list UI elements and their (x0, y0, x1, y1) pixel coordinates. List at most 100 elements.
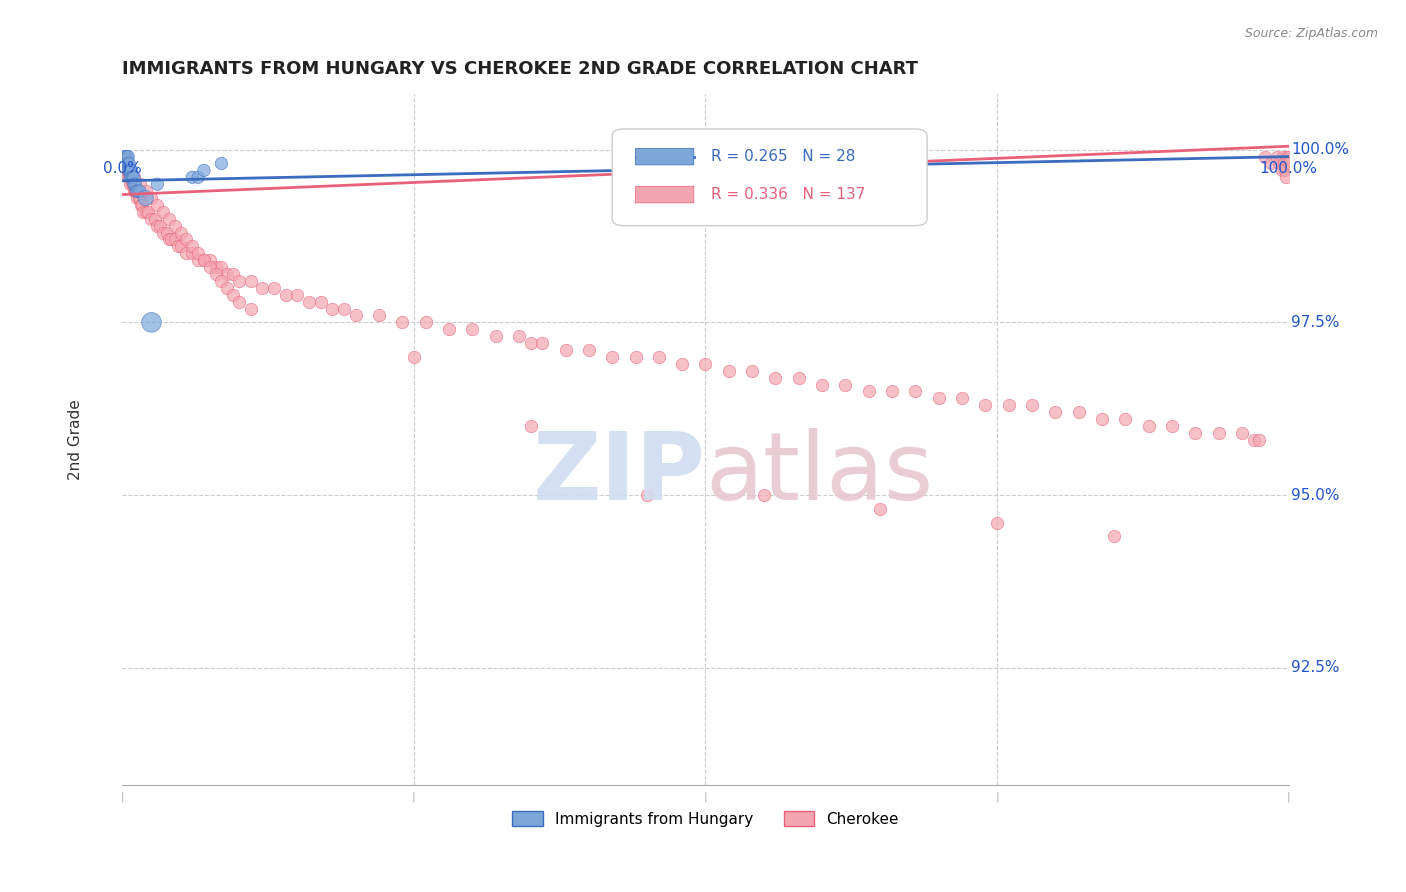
Point (122, 170, 145, 185)
Point (118, 163, 141, 178)
Point (117, 163, 139, 178)
Point (129, 198, 152, 212)
Point (141, 191, 163, 205)
Point (117, 150, 139, 164)
Point (120, 170, 142, 185)
Text: |: | (1286, 792, 1291, 803)
Point (122, 170, 145, 185)
Point (117, 156, 139, 170)
Point (834, 377, 856, 392)
Point (578, 343, 600, 357)
Point (252, 281, 274, 295)
Point (880, 384, 903, 399)
Point (217, 267, 239, 281)
Point (904, 384, 927, 399)
Point (114, 156, 136, 170)
Point (950, 392, 973, 406)
Text: |: | (703, 792, 707, 803)
Point (115, 156, 138, 170)
Point (118, 156, 141, 170)
Text: ZIP: ZIP (533, 428, 706, 520)
Point (211, 260, 233, 274)
Point (1137, 419, 1160, 434)
Text: |: | (121, 792, 124, 803)
Point (121, 163, 143, 178)
Point (120, 170, 142, 185)
Point (128, 191, 150, 205)
Point (671, 357, 693, 371)
Point (274, 287, 297, 301)
Point (367, 309, 389, 323)
Point (118, 170, 141, 185)
Point (118, 163, 141, 178)
FancyBboxPatch shape (636, 186, 693, 202)
Text: atlas: atlas (706, 428, 934, 520)
Point (415, 315, 437, 329)
Point (741, 364, 763, 378)
Text: R = 0.265   N = 28: R = 0.265 N = 28 (711, 149, 856, 164)
Point (811, 377, 834, 392)
Point (163, 219, 186, 233)
Point (181, 246, 204, 260)
Point (1278, 156, 1301, 170)
Point (1268, 156, 1291, 170)
Point (285, 287, 308, 301)
Point (1260, 156, 1282, 170)
Point (1230, 425, 1253, 440)
Point (1102, 529, 1125, 543)
Point (1045, 405, 1067, 419)
Point (198, 253, 221, 268)
Point (193, 253, 215, 268)
Point (344, 309, 367, 323)
Point (125, 184, 148, 198)
Text: |: | (995, 792, 998, 803)
Point (152, 226, 174, 240)
Point (125, 184, 148, 198)
Point (127, 191, 149, 205)
Point (1114, 412, 1136, 426)
Point (198, 260, 221, 274)
Point (132, 204, 155, 219)
Point (1254, 150, 1277, 164)
Point (114, 156, 136, 170)
Point (222, 267, 245, 281)
Point (1274, 163, 1296, 178)
Point (211, 274, 233, 288)
Point (156, 226, 179, 240)
Text: IMMIGRANTS FROM HUNGARY VS CHEROKEE 2ND GRADE CORRELATION CHART: IMMIGRANTS FROM HUNGARY VS CHEROKEE 2ND … (122, 60, 918, 78)
Point (152, 204, 174, 219)
Point (135, 204, 157, 219)
Point (176, 232, 198, 246)
Point (636, 488, 658, 502)
Point (211, 156, 233, 170)
Point (121, 170, 143, 185)
Point (1091, 412, 1114, 426)
Point (997, 398, 1019, 412)
Point (461, 322, 484, 336)
Point (121, 178, 143, 192)
Point (600, 350, 623, 364)
Point (127, 184, 149, 198)
Point (187, 170, 209, 185)
Point (1275, 170, 1298, 185)
Point (222, 287, 245, 301)
Text: Source: ZipAtlas.com: Source: ZipAtlas.com (1244, 27, 1378, 40)
Point (117, 163, 139, 178)
Point (765, 370, 787, 384)
Point (648, 350, 671, 364)
Point (554, 343, 576, 357)
Point (717, 364, 740, 378)
Point (146, 219, 169, 233)
Point (1243, 433, 1265, 447)
Point (124, 178, 146, 192)
Point (858, 384, 880, 399)
Point (136, 204, 159, 219)
Point (402, 350, 425, 364)
Point (1021, 398, 1043, 412)
Point (298, 294, 321, 309)
Point (787, 370, 810, 384)
Point (1067, 405, 1090, 419)
Point (519, 419, 541, 434)
Point (204, 267, 226, 281)
Point (128, 191, 150, 205)
